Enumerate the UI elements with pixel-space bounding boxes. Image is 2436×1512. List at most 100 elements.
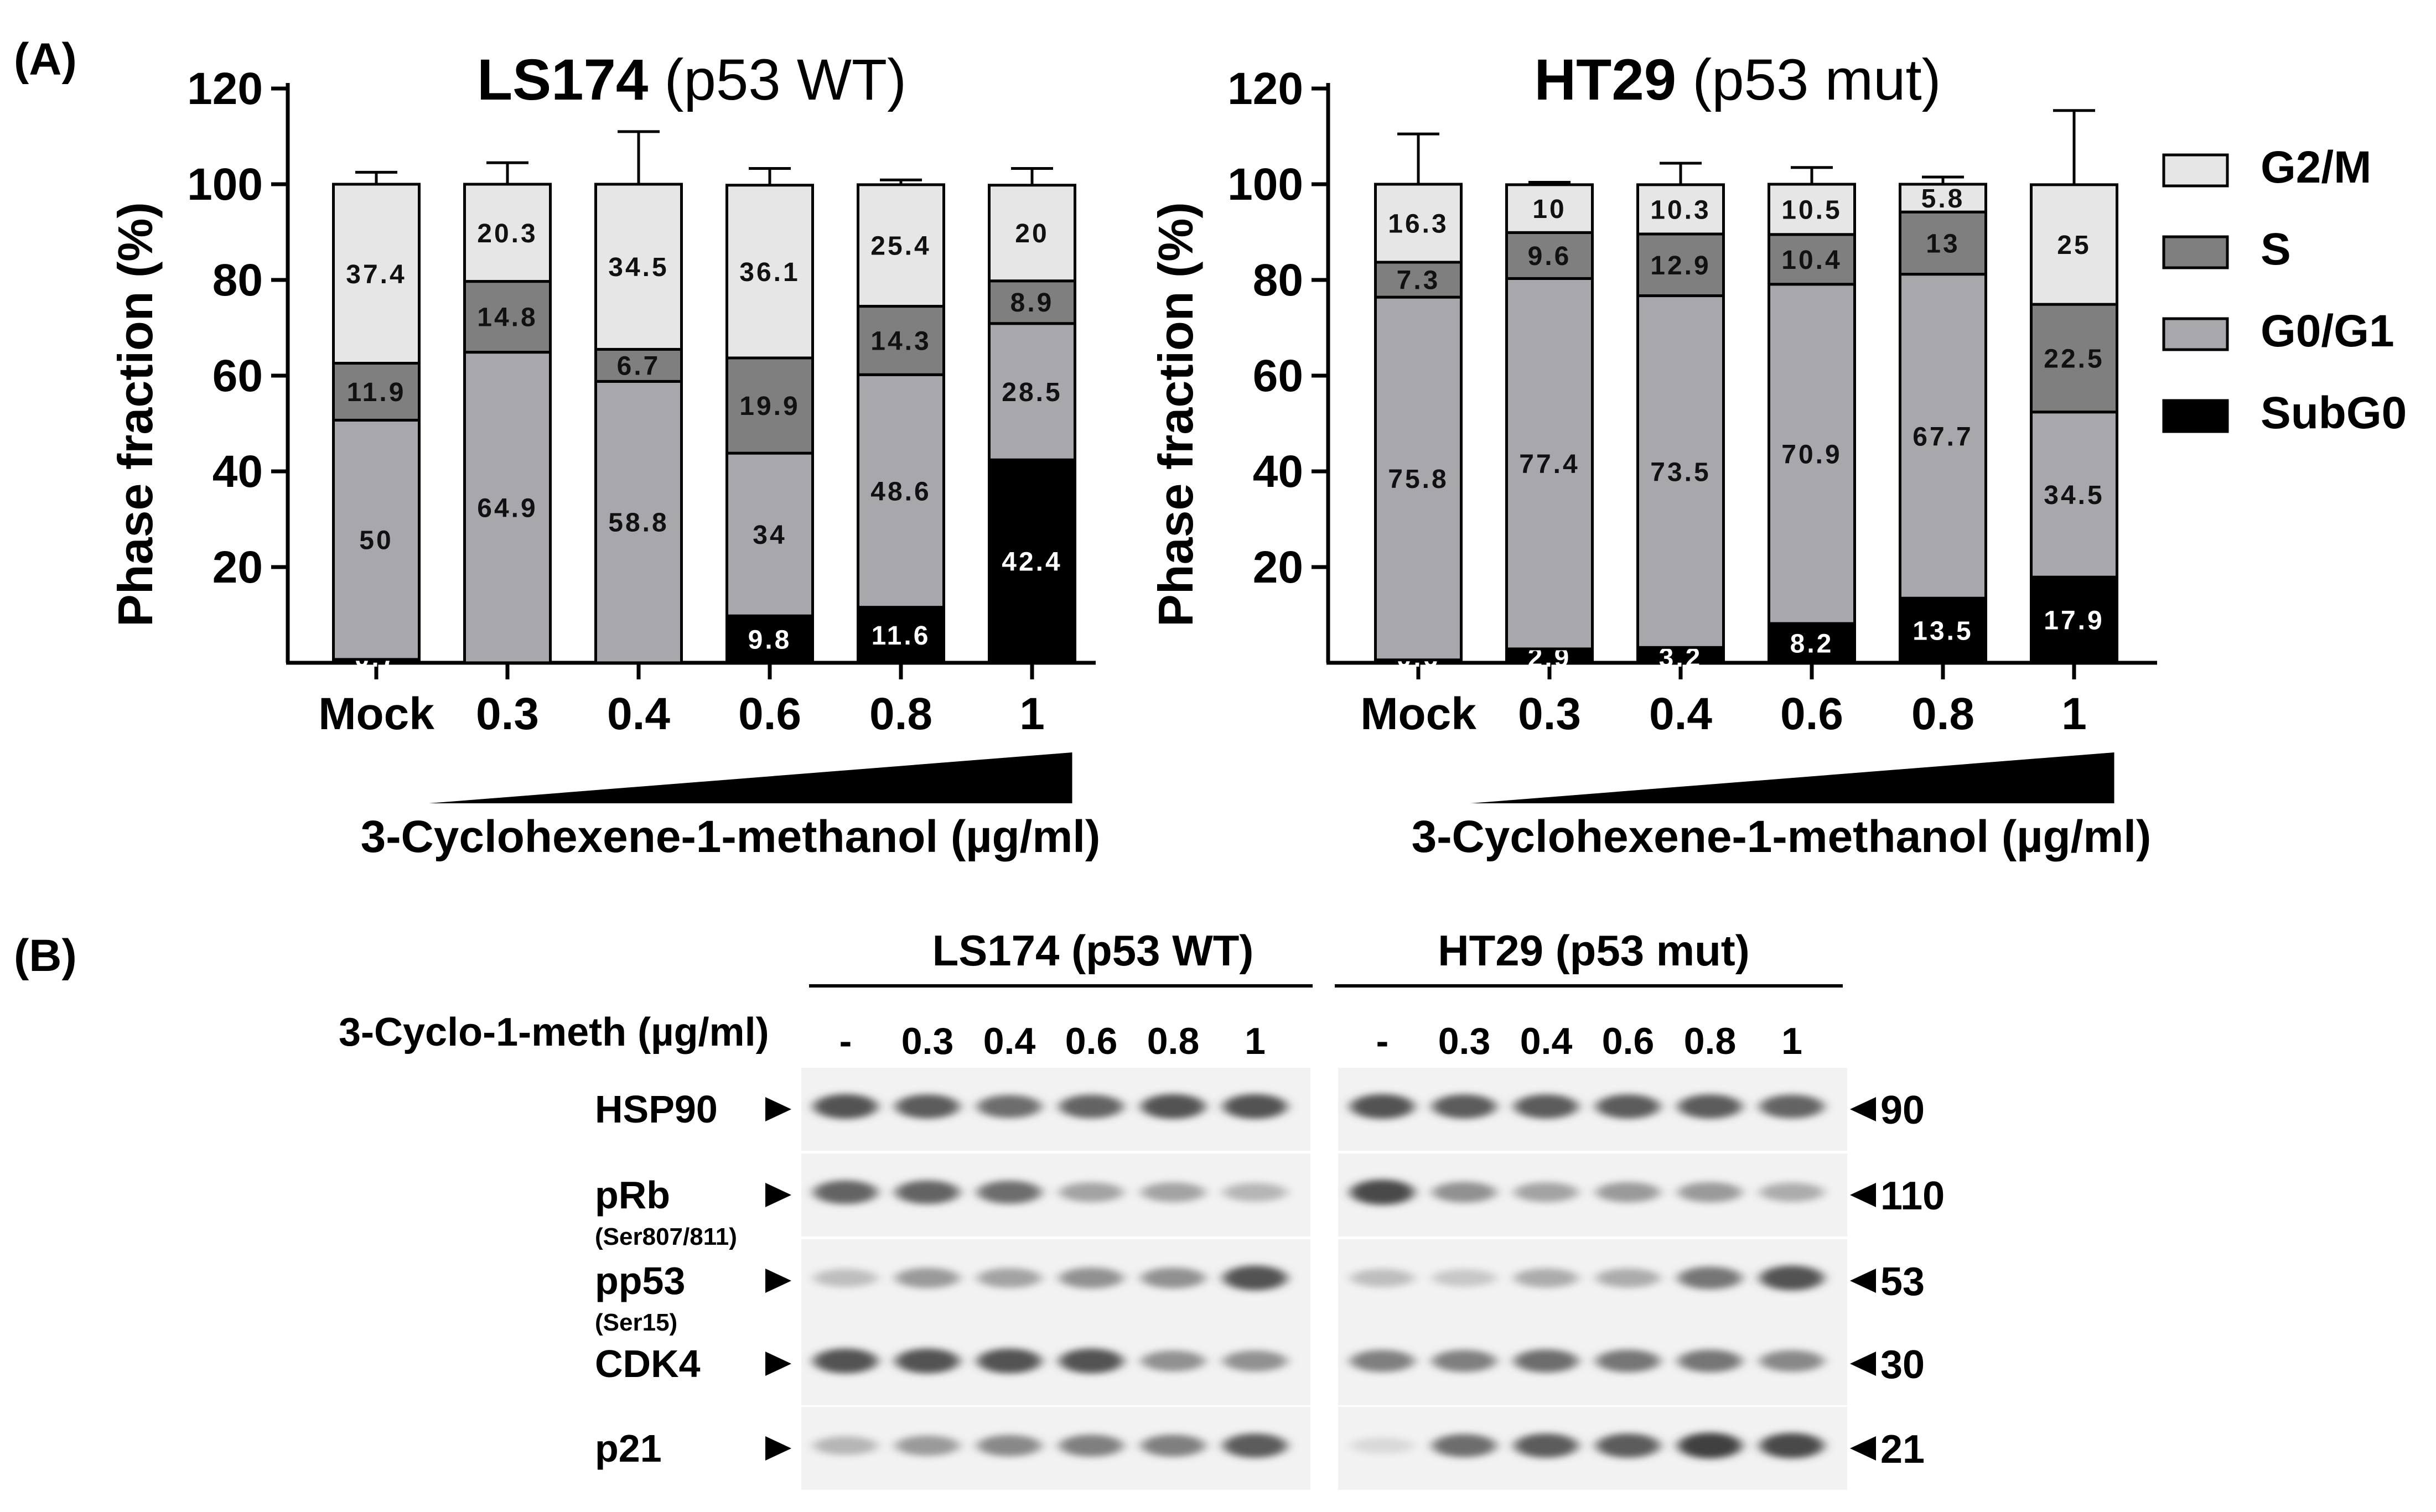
blot-band: [1141, 1094, 1205, 1119]
blot-band: [813, 1094, 878, 1119]
panel-label-a: (A): [14, 34, 77, 85]
blot-lane-label: 0.6: [1602, 1020, 1655, 1062]
blot-lane-label: 0.3: [1438, 1020, 1491, 1062]
bar-segment-subg0: [2030, 575, 2118, 664]
bar-segment-g2m: [1899, 183, 1987, 214]
legend: G2/M S G0/G1 SubG0: [2162, 142, 2407, 438]
bar-value-label: 10.5: [1781, 195, 1842, 225]
panel-label-b: (B): [14, 931, 77, 981]
blot-band: [895, 1435, 960, 1456]
bar-value-label: 9.6: [1528, 242, 1572, 271]
blot-protein-label: HSP90: [595, 1088, 718, 1131]
bar-segment-s: [988, 279, 1076, 325]
blot-band: [977, 1095, 1041, 1118]
blot-arrow-left: [765, 1352, 791, 1376]
blot-band: [977, 1435, 1041, 1457]
blot-band: [1678, 1266, 1742, 1290]
x-tick-label: Mock: [1360, 689, 1476, 739]
bar-value-label: 13.5: [1912, 617, 1973, 646]
chart-title: HT29 (p53 mut): [1534, 48, 1941, 112]
bar-value-label: 70.9: [1781, 440, 1842, 469]
x-axis-label: 3-Cyclohexene-1-methanol (µg/ml): [1412, 812, 2152, 862]
legend-label: G2/M: [2261, 142, 2371, 193]
dose-wedge: [1470, 752, 2114, 803]
blot-band: [1059, 1094, 1123, 1119]
blot-band: [1141, 1267, 1205, 1288]
blot-band: [1059, 1348, 1123, 1374]
blot-arrow-left: [765, 1436, 791, 1461]
blot-band: [1223, 1350, 1287, 1371]
x-axis-label: 3-Cyclohexene-1-methanol (µg/ml): [361, 812, 1101, 862]
blot-arrow-left: [765, 1097, 791, 1121]
blot-band: [1141, 1182, 1205, 1202]
bar-segment-subg0: [1505, 647, 1594, 664]
blot-band: [1596, 1182, 1660, 1203]
blot-band: [977, 1181, 1041, 1204]
x-tick-label: 0.3: [476, 689, 539, 739]
bar-segment-s: [1899, 210, 1987, 276]
blot-band: [1141, 1435, 1205, 1457]
y-tick-label: 60: [1253, 351, 1303, 401]
bar-segment-g0g1: [1374, 295, 1463, 662]
blot-band: [1350, 1437, 1414, 1454]
blot-band: [977, 1268, 1041, 1288]
bar-value-label: 20: [1015, 219, 1049, 248]
blot-protein-label: pRb: [595, 1173, 670, 1217]
blot-band: [1350, 1180, 1414, 1205]
bar-value-label: 10.4: [1781, 246, 1842, 275]
blot-band: [1059, 1182, 1123, 1202]
bar-segment-g0g1: [1768, 283, 1856, 625]
western-blot: LS174 (p53 WT) HT29 (p53 mut) 3-Cyclo-1-me…: [339, 926, 1945, 1490]
blot-band: [1432, 1434, 1496, 1457]
blot-band: [1350, 1269, 1414, 1287]
blot-band: [895, 1094, 960, 1119]
blot-band: [1678, 1432, 1742, 1459]
blot-band: [1350, 1350, 1414, 1372]
x-tick-label: 1: [2061, 689, 2087, 739]
blot-band: [1596, 1094, 1660, 1119]
bar-value-label: 50: [359, 526, 393, 555]
bar-segment-g0g1: [463, 351, 552, 664]
blot-band: [895, 1348, 960, 1374]
bar-segment-g2m: [725, 184, 814, 360]
bar-value-label: 25: [2057, 231, 2091, 260]
blot-band: [1223, 1433, 1287, 1458]
bar-value-label: 13: [1926, 229, 1960, 258]
bar-value-label: 11.9: [347, 378, 406, 407]
bar-segment-s: [594, 347, 683, 383]
blot-band: [1432, 1182, 1496, 1203]
bar-value-label: 34.5: [2044, 481, 2104, 510]
bar-segment-s: [1768, 233, 1856, 286]
y-axis-label: Phase fraction (%): [1148, 202, 1203, 627]
blot-lane-label: 1: [1781, 1020, 1802, 1062]
blot-band: [1223, 1094, 1287, 1119]
bar-segment-subg0: [1899, 596, 1987, 664]
bar-value-label: 12.9: [1650, 251, 1711, 280]
blot-lane-label: 0.4: [983, 1020, 1036, 1062]
bar-value-label: 67.7: [1912, 422, 1973, 451]
y-tick-label: 40: [1253, 446, 1303, 497]
blot-band: [1432, 1094, 1496, 1119]
bar-value-label: 19.9: [739, 392, 800, 421]
blot-band: [1514, 1268, 1578, 1288]
bar-value-label: 5.8: [1921, 184, 1965, 214]
bar-value-label: 73.5: [1650, 458, 1711, 487]
bar-value-label: 48.6: [870, 477, 931, 506]
y-tick-label: 100: [1227, 159, 1303, 210]
bar-value-label: 34: [753, 521, 786, 550]
bar-value-label: 36.1: [739, 258, 800, 287]
blot-band: [1514, 1349, 1578, 1373]
bar-segment-g0g1: [1899, 273, 1987, 600]
blot-dose-label: 3-Cyclo-1-meth (µg/ml): [339, 1010, 769, 1054]
bar-value-label: 6.7: [617, 351, 661, 381]
bar-segment-s: [2030, 303, 2118, 414]
bar-value-label: 9.8: [748, 626, 792, 655]
blot-band: [1760, 1433, 1824, 1458]
bar-segment-subg0: [725, 614, 814, 664]
x-tick-label: Mock: [318, 689, 434, 739]
blot-band: [1596, 1433, 1660, 1458]
chart-title: LS174 (p53 WT): [477, 48, 906, 112]
bar-value-label: 58.8: [608, 508, 668, 538]
dose-wedge: [428, 752, 1072, 803]
